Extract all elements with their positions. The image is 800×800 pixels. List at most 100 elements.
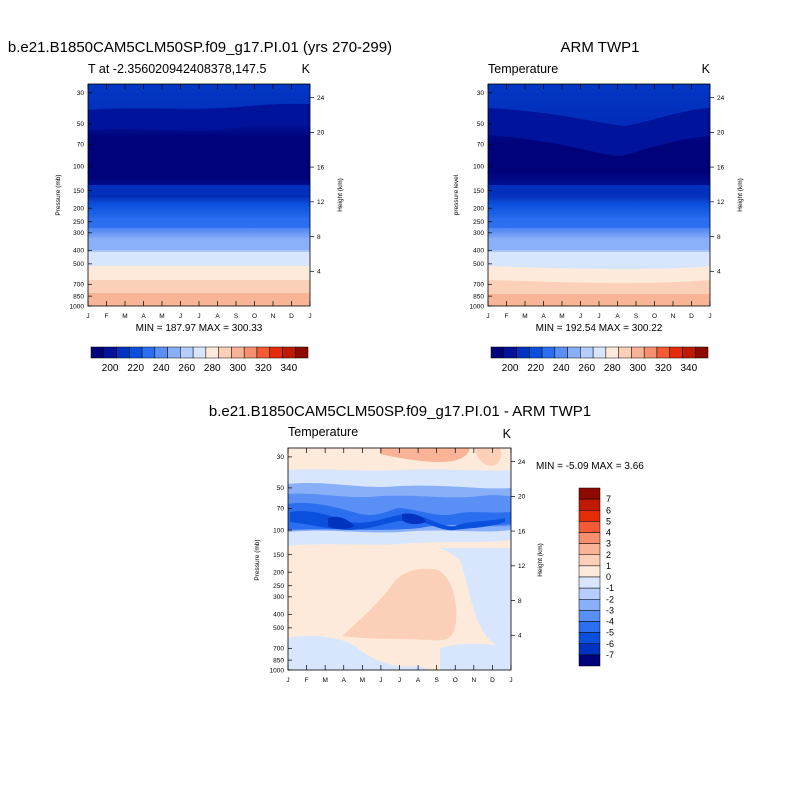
panel-model-colorbar-cell [256, 346, 270, 359]
panel-diff-xtick-label: D [490, 677, 495, 684]
panel-model-units-label: K [302, 62, 311, 76]
panel-model-xtick-label: S [234, 313, 239, 320]
panel-diff-height-tick-label: 4 [518, 633, 522, 640]
panel-diff-top-warm-right [475, 448, 502, 466]
panel-model-colorbar-label: 240 [153, 363, 170, 374]
panel-diff-xtick-label: J [398, 677, 401, 684]
panel-model-ytick-label: 850 [73, 293, 84, 300]
panel-model-colorbar-label: 260 [178, 363, 195, 374]
panel-model-minmax: MIN = 187.97 MAX = 300.33 [136, 323, 263, 334]
panel-obs-ytick-label: 50 [477, 121, 485, 128]
panel-model-band-800 [88, 280, 310, 293]
panel-model-ylabel: Pressure (mb) [55, 174, 62, 215]
panel-obs-colorbar-cell [554, 346, 568, 359]
panel-model-colorbar-cell [116, 346, 130, 359]
panel-diff-colorbar-label: 4 [606, 528, 611, 538]
panel-diff-colorbar-cell [578, 498, 601, 511]
panel-diff-ytick-label: 1000 [270, 667, 285, 674]
panel-model-xtick-label: M [159, 313, 164, 320]
panel-diff-height-tick-label: 12 [518, 563, 526, 570]
panel-model-xtick-label: O [252, 313, 257, 320]
panel-model-ytick-label: 30 [77, 90, 85, 97]
panel-model-band-600 [88, 266, 310, 280]
panel-model-band-mid [88, 103, 310, 131]
panel-diff-colorbar-cell [578, 643, 601, 656]
panel-obs-colorbar-cell [631, 346, 645, 359]
panel-obs-ytick-label: 300 [473, 230, 484, 237]
panel-obs: ARM TWP1 Temperature K 30 50 70 100 150 200 25… [453, 39, 744, 374]
panel-diff-colorbar-label: 6 [606, 505, 611, 515]
panel-obs-band-150 [488, 185, 710, 195]
panel-obs-colorbar-cell [490, 346, 505, 359]
panel-obs-colorbar-label: 220 [527, 363, 544, 374]
panel-model-ytick-label: 100 [73, 163, 84, 170]
panel-obs-ytick-label: 30 [477, 90, 485, 97]
panel-obs-ytick-label: 200 [473, 205, 484, 212]
panel-diff-colorbar-cell [578, 576, 601, 589]
panel-diff-ytick-label: 850 [273, 657, 284, 664]
panel-obs-units-label: K [702, 62, 711, 76]
panel-diff-xtick-label: A [342, 677, 347, 684]
panel-diff-xtick-label: J [509, 677, 512, 684]
panel-obs-band-500 [488, 252, 710, 266]
panel-diff-core-minus6-left [328, 516, 354, 529]
panel-model-colorbar-cell [141, 346, 156, 359]
panel-diff-colorbar-label: -3 [606, 605, 614, 615]
panel-diff-title: b.e21.B1850CAM5CLM50SP.f09_g17.PI.01 - A… [209, 403, 591, 420]
panel-diff-region-lower-left [288, 635, 430, 670]
panel-diff-ytick-label: 200 [273, 569, 284, 576]
panel-diff-colorbar-label: 5 [606, 516, 611, 526]
panel-obs-colorbar-label: 320 [655, 363, 672, 374]
panel-model-height-tick-label: 8 [317, 234, 321, 241]
panel-diff-units-label: K [503, 427, 512, 441]
panel-diff-xtick-label: N [471, 677, 476, 684]
panel-model-xtick-label: J [197, 313, 200, 320]
panel-diff-minmax: MIN = -5.09 MAX = 3.66 [536, 461, 644, 472]
panel-diff-height-tick-label: 16 [518, 528, 526, 535]
panel-model-colorbar-cell [294, 346, 309, 359]
panel-diff-region-right [440, 548, 511, 670]
panel-obs-colorbar-cell [567, 346, 581, 359]
panel-diff-colorbar-cell [578, 487, 601, 500]
panel-diff-xtick-label: J [379, 677, 382, 684]
panel-diff-ytick-label: 400 [273, 612, 284, 619]
panel-diff-height-tick-label: 24 [518, 459, 526, 466]
panel-diff-ytick-label: 50 [277, 485, 285, 492]
panel-model-ytick-label: 1000 [70, 303, 85, 310]
panel-model-colorbar-cell [154, 346, 168, 359]
panel-obs-colorbar: 200 220 240 260 280 300 320 340 [490, 346, 709, 374]
panel-obs-height-tick-label: 24 [717, 95, 725, 102]
panel-obs-xtick-label: M [522, 313, 527, 320]
panel-model-ytick-label: 500 [73, 261, 84, 268]
panel-diff-core-minus6-right [402, 513, 426, 525]
panel-diff-ytick-label: 300 [273, 594, 284, 601]
panel-diff-ylabel-right: Height (km) [537, 543, 544, 577]
panel-obs-ytick-label: 250 [473, 219, 484, 226]
panel-diff-height-tick-label: 8 [518, 598, 522, 605]
panel-model-ytick-label: 50 [77, 121, 85, 128]
panel-obs-variable-label: Temperature [488, 62, 558, 76]
panel-diff: b.e21.B1850CAM5CLM50SP.f09_g17.PI.01 - A… [209, 403, 644, 684]
panel-model-ytick-label: 700 [73, 282, 84, 289]
panel-model-colorbar-cell [205, 346, 219, 359]
panel-obs-band-400 [488, 238, 710, 250]
panel-model-ylabel-right: Height (km) [337, 178, 344, 212]
panel-diff-xtick-label: M [360, 677, 365, 684]
panel-obs-ytick-label: 1000 [470, 303, 485, 310]
panel-obs-height-tick-label: 12 [717, 199, 725, 206]
panel-diff-colorbar-label: -7 [606, 650, 614, 660]
panel-model-colorbar-label: 320 [255, 363, 272, 374]
panel-diff-colorbar-cell [578, 654, 601, 667]
panel-diff-colorbar-cell [578, 587, 601, 600]
panel-model-colorbar-cell [129, 346, 143, 359]
panel-diff-xtick-label: J [286, 677, 289, 684]
panel-model-variable-label: T at -2.356020942408378,147.5 [88, 62, 266, 76]
panel-obs-xtick-label: J [597, 313, 600, 320]
panel-model-xtick-label: D [289, 313, 294, 320]
panel-obs-colorbar-cell [592, 346, 607, 359]
panel-diff-colorbar-label: -1 [606, 583, 614, 593]
panel-diff-ytick-label: 30 [277, 454, 285, 461]
panel-diff-region-upper-right [440, 548, 511, 630]
panel-diff-colorbar-cell [578, 599, 601, 611]
